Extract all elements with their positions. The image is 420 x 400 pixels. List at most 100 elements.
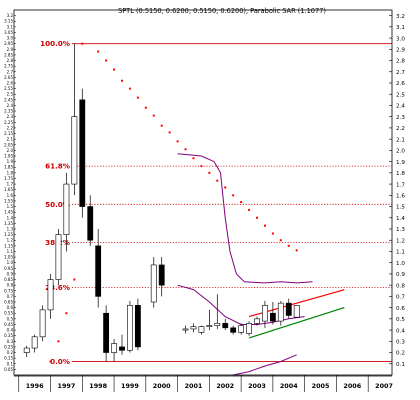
left-y-tick-label: 1.3: [7, 227, 14, 232]
candle: [127, 300, 133, 353]
left-y-tick-label: 0.65: [4, 300, 13, 305]
x-tick-label: 1998: [89, 382, 107, 390]
left-y-tick-label: 0.95: [4, 266, 13, 271]
candle: [55, 229, 62, 286]
indicator-line: [177, 153, 313, 284]
candle-body: [63, 183, 70, 235]
candle-body: [277, 302, 284, 322]
left-y-tick-label: 2.55: [4, 86, 13, 91]
candle-body: [119, 346, 125, 351]
right-y-tick-label: 2.5: [396, 92, 405, 98]
sar-dot: [113, 68, 116, 71]
right-y-tick-label: 2.7: [396, 70, 405, 76]
candle-body: [55, 234, 62, 280]
candle: [95, 229, 102, 308]
left-y-tick-label: 3.05: [4, 30, 13, 35]
left-y-tick-label: 0.05: [4, 367, 13, 372]
candle-body: [87, 206, 94, 241]
chart-title: SPTL (0.5150, 0.6200, 0.5150, 0.6200), P…: [118, 7, 326, 15]
right-y-tick-label: 1.1: [396, 250, 405, 256]
candle-body: [285, 302, 292, 316]
candle-body: [293, 305, 300, 318]
candle: [31, 334, 38, 353]
right-y-tick-label: 2.4: [396, 104, 405, 110]
candle-body: [254, 318, 260, 324]
sar-dot: [263, 224, 266, 227]
left-y-tick-label: 0.25: [4, 344, 13, 349]
candle-body: [23, 347, 30, 353]
sar-dot: [271, 232, 274, 235]
left-y-tick-label: 1.65: [4, 187, 13, 192]
candle: [23, 345, 30, 358]
x-tick-label: 1997: [58, 382, 76, 390]
candle: [262, 300, 268, 328]
left-y-tick-label: 0.5: [7, 316, 14, 321]
sar-dot: [216, 179, 219, 182]
candle-body: [111, 343, 117, 353]
parabolic-sar-dots: [49, 42, 298, 363]
left-y-tick-label: 2.75: [4, 64, 13, 69]
candle: [230, 325, 237, 335]
candle-body: [39, 309, 46, 338]
sar-dot: [192, 157, 195, 160]
left-y-tick-label: 1.25: [4, 232, 13, 237]
candle-body: [246, 323, 252, 334]
fib-level-label: 50.0%: [45, 200, 70, 209]
candle: [134, 298, 141, 351]
left-y-tick-label: 1.55: [4, 198, 13, 203]
candle: [214, 294, 221, 329]
left-y-tick-label: 1.85: [4, 165, 13, 170]
right-y-axis: 0.1 0.2 0.3 0.4 0.5 0.6 0.7 0.8 0.9 1.0 1.1 1.2 1.3 1…: [389, 14, 405, 368]
left-y-tick-label: 1.15: [4, 243, 13, 248]
left-y-tick-label: 2.95: [4, 41, 13, 46]
candle: [222, 318, 229, 331]
right-y-tick-label: 1.6: [396, 194, 405, 200]
indicator-line: [233, 354, 297, 376]
left-y-tick-label: 2.9: [7, 47, 14, 52]
fib-level-label: 23.6%: [45, 283, 70, 292]
sar-dot: [136, 96, 139, 99]
left-y-tick-label: 1.2: [7, 238, 14, 243]
x-tick-label: 1996: [26, 382, 44, 390]
left-y-tick-label: 1.95: [4, 154, 13, 159]
sar-dot: [57, 340, 60, 343]
candle-body: [230, 327, 237, 333]
sar-dot: [295, 249, 298, 252]
left-y-tick-label: 1.5: [7, 204, 14, 209]
left-y-tick-label: 0.15: [4, 356, 13, 361]
left-y-tick-label: 1.05: [4, 255, 13, 260]
candle: [254, 316, 260, 326]
sar-dot: [232, 194, 235, 197]
right-y-tick-label: 1.0: [396, 261, 405, 267]
right-y-tick-label: 2.6: [396, 81, 405, 87]
candle: [79, 88, 86, 218]
x-tick-label: 2000: [153, 382, 171, 390]
sar-dot: [105, 59, 108, 62]
left-y-tick-label: 3.2: [7, 13, 14, 18]
right-y-tick-label: 2.8: [396, 59, 405, 65]
right-y-tick-label: 0.4: [396, 328, 405, 334]
candle: [39, 305, 46, 342]
candle: [119, 334, 125, 355]
candle-body: [47, 279, 54, 311]
candle: [246, 321, 252, 336]
left-y-tick-label: 1.4: [7, 215, 14, 220]
left-y-tick-label: 3.0: [7, 36, 14, 41]
candle-body: [150, 264, 157, 303]
x-tick-label: 2004: [280, 382, 298, 390]
sar-dot: [256, 216, 258, 219]
candle: [269, 302, 276, 325]
sar-dot: [287, 244, 290, 247]
left-y-tick-label: 2.2: [7, 125, 14, 130]
left-y-tick-label: 2.6: [7, 81, 14, 86]
left-y-tick-label: 0.35: [4, 333, 13, 338]
plot-frame: [13, 9, 393, 376]
left-y-tick-label: 2.25: [4, 120, 13, 125]
candle-body: [269, 312, 276, 322]
left-y-tick-label: 2.05: [4, 142, 13, 147]
sar-dot: [121, 79, 123, 82]
left-y-tick-label: 0.75: [4, 288, 13, 293]
candle: [111, 339, 117, 362]
